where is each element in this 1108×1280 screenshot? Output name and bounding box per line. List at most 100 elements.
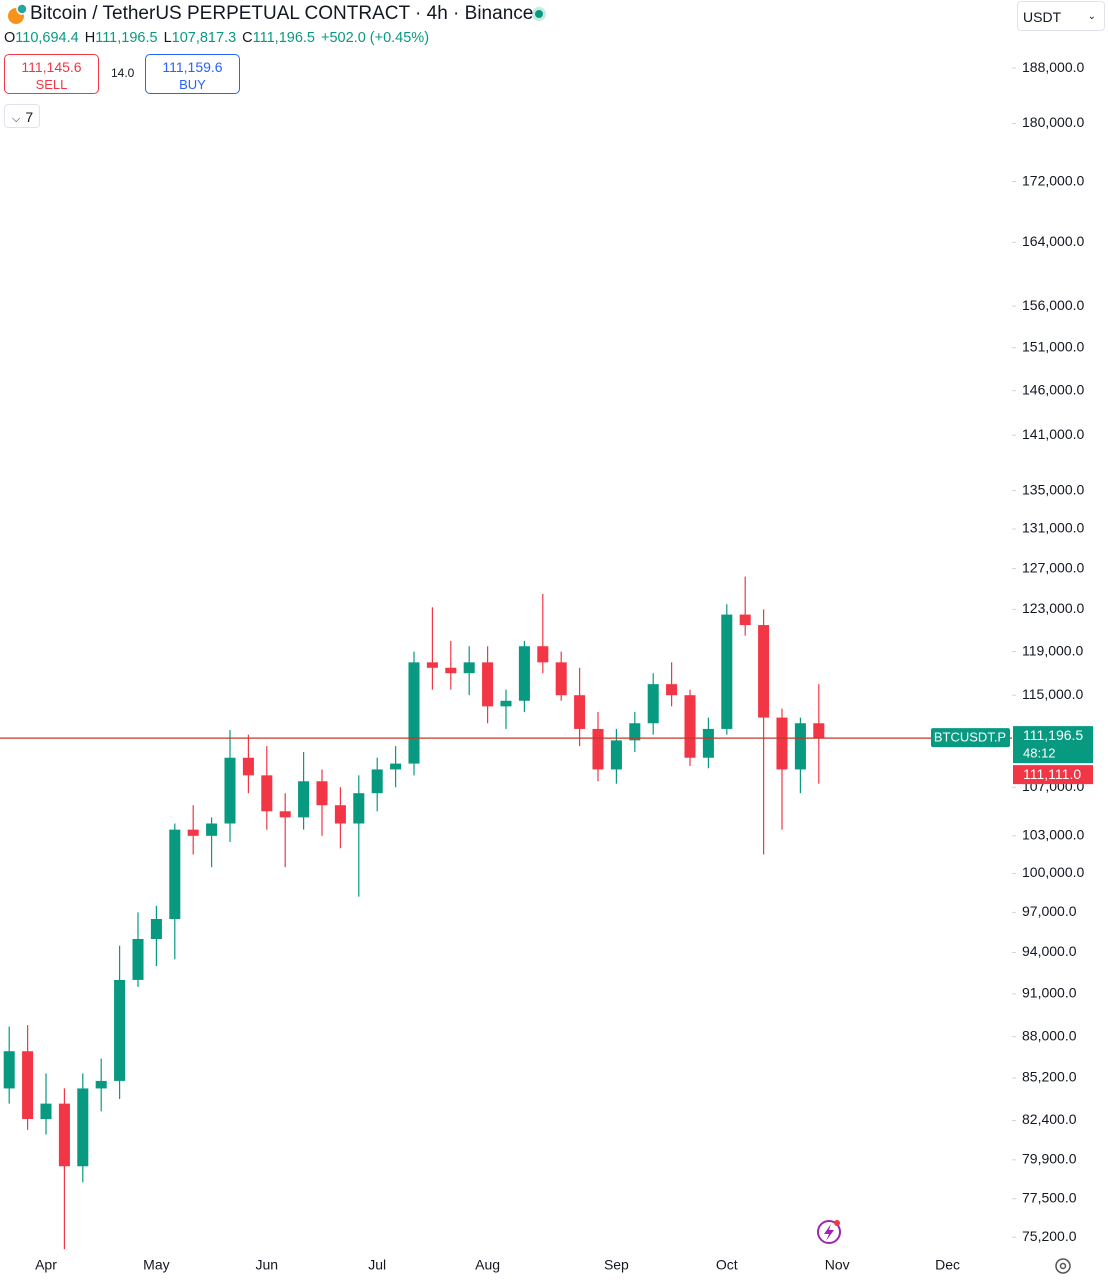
- bid-price-label: 111,111.0: [1023, 766, 1081, 782]
- candle-body: [721, 614, 733, 729]
- lightning-icon[interactable]: [817, 1220, 841, 1244]
- ohlc-value: 111,196.5: [95, 30, 158, 46]
- y-tick-label: 123,000.0: [1022, 600, 1084, 616]
- sell-button[interactable]: 111,145.6 SELL: [4, 54, 99, 94]
- indicators-toggle[interactable]: ⌵ 7: [4, 104, 40, 128]
- candle-body: [666, 684, 678, 696]
- candle-body: [445, 667, 457, 674]
- ohlc-key: H: [84, 30, 96, 46]
- last-price-badge: [1013, 726, 1093, 764]
- status-dot: [535, 10, 543, 18]
- buy-label: BUY: [179, 77, 206, 92]
- spread: 14.0: [111, 66, 135, 80]
- candle-body: [114, 979, 126, 1081]
- candle-body: [592, 728, 604, 770]
- candle-body: [702, 728, 714, 758]
- ohlc-value: 111,196.5: [252, 30, 315, 46]
- y-tick-label: 164,000.0: [1022, 233, 1084, 249]
- candle-body: [518, 646, 530, 701]
- candle-body: [555, 662, 567, 696]
- currency-select[interactable]: USDT ⌄: [1017, 1, 1105, 31]
- y-tick-label: 156,000.0: [1022, 297, 1084, 313]
- chevron: ⌵: [12, 113, 21, 125]
- candle-body: [187, 829, 199, 836]
- y-tick-label: 100,000.0: [1022, 864, 1084, 880]
- y-tick-label: 94,000.0: [1022, 943, 1077, 959]
- candle-body: [150, 918, 162, 939]
- candle-body: [242, 757, 254, 776]
- candle-body: [500, 700, 512, 707]
- ohlc-key: O: [4, 30, 16, 46]
- y-tick-label: 77,500.0: [1022, 1189, 1077, 1205]
- candle-body: [463, 662, 475, 674]
- candle-body: [390, 763, 402, 770]
- candle-body: [224, 757, 236, 824]
- candle-body: [334, 805, 346, 824]
- candle-body: [610, 740, 622, 770]
- symbol-title[interactable]: Bitcoin / TetherUS PERPETUAL CONTRACT · …: [30, 3, 534, 24]
- x-tick-label: Oct: [716, 1257, 738, 1273]
- x-tick-label: Apr: [35, 1257, 57, 1273]
- ohlc-key: L: [163, 30, 172, 46]
- countdown: 48:12: [1023, 746, 1056, 761]
- y-tick-label: 135,000.0: [1022, 481, 1084, 497]
- lightning-bolt: [824, 1224, 834, 1241]
- candle-body: [739, 614, 751, 626]
- buy-button[interactable]: 111,159.6 BUY: [145, 54, 240, 94]
- currency: USDT: [1023, 9, 1062, 25]
- x-tick-label: Aug: [475, 1257, 500, 1273]
- candle-body: [77, 1088, 89, 1167]
- settings-icon[interactable]: [1055, 1258, 1071, 1274]
- bid-price-badge: [1013, 765, 1093, 785]
- candle-body: [169, 829, 181, 919]
- candle-body: [758, 625, 770, 718]
- candle-body: [316, 781, 328, 806]
- y-tick-label: 180,000.0: [1022, 114, 1084, 130]
- y-tick-label: 91,000.0: [1022, 985, 1077, 1001]
- candle-body: [58, 1103, 70, 1167]
- candle-body: [3, 1051, 15, 1089]
- y-tick-label: 79,900.0: [1022, 1151, 1077, 1167]
- ohlc-value: 110,694.4: [15, 30, 79, 46]
- candle-body: [298, 781, 310, 818]
- y-tick-label: 131,000.0: [1022, 520, 1084, 536]
- indicators-count: 7: [25, 109, 34, 125]
- y-tick-label: 141,000.0: [1022, 426, 1084, 442]
- buy-price: 111,159.6: [162, 59, 223, 75]
- x-tick-label: Nov: [825, 1257, 850, 1273]
- x-tick-label: May: [143, 1257, 169, 1273]
- y-tick-label: 188,000.0: [1022, 59, 1084, 75]
- settings-icon-inner: [1059, 1262, 1067, 1270]
- candle-body: [206, 823, 218, 836]
- candle-body: [353, 793, 365, 824]
- ohlc-key: C: [242, 30, 253, 46]
- candle-body: [261, 775, 273, 812]
- candle-body: [408, 662, 420, 764]
- candle-body: [279, 811, 291, 818]
- candle-body: [776, 717, 788, 770]
- sell-price: 111,145.6: [21, 59, 82, 75]
- candle-body: [22, 1051, 34, 1119]
- y-tick-label: 127,000.0: [1022, 559, 1084, 575]
- y-tick-label: 88,000.0: [1022, 1027, 1077, 1043]
- dropdown-arrow: ⌄: [1087, 11, 1096, 22]
- y-tick-label: 75,200.0: [1022, 1228, 1077, 1244]
- notify-dot: [834, 1220, 840, 1226]
- candle-body: [132, 938, 144, 980]
- candle-body: [482, 662, 494, 707]
- candle-body: [95, 1080, 107, 1089]
- candle-body: [426, 662, 438, 668]
- candle-body: [647, 684, 659, 724]
- candle-body: [40, 1103, 52, 1119]
- candle-body: [813, 723, 825, 739]
- x-tick-label: Jun: [256, 1257, 279, 1273]
- y-tick-label: 103,000.0: [1022, 827, 1084, 843]
- ohlc-value: 107,817.3: [171, 30, 237, 46]
- sell-label: SELL: [35, 77, 68, 92]
- last-price-label: 111,196.5: [1023, 727, 1083, 743]
- symbol-tag: BTCUSDT.P: [934, 730, 1006, 745]
- candle-body: [574, 695, 586, 729]
- candle-body: [794, 723, 806, 770]
- change: +502.0 (+0.45%): [321, 30, 430, 46]
